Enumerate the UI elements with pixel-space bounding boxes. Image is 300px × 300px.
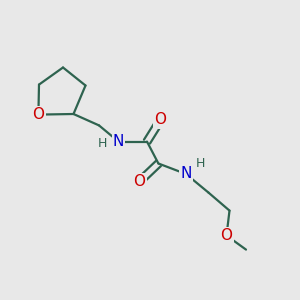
Text: O: O [32,107,44,122]
Text: O: O [134,174,146,189]
Text: N: N [113,134,124,149]
Text: O: O [220,228,232,243]
Text: N: N [180,167,192,182]
Text: O: O [154,112,166,128]
Text: H: H [196,157,205,170]
Text: H: H [97,136,107,150]
